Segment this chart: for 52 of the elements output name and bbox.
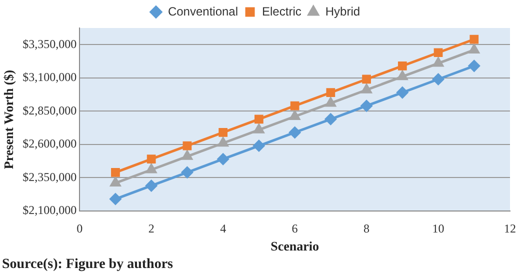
point xyxy=(324,113,336,125)
point xyxy=(468,60,480,72)
point xyxy=(290,110,300,120)
y-axis-title: Present Worth ($) xyxy=(1,70,16,170)
point xyxy=(398,62,407,70)
point xyxy=(470,34,479,44)
point xyxy=(181,166,193,178)
point xyxy=(182,141,192,150)
legend-label: Hybrid xyxy=(325,4,360,18)
point xyxy=(434,48,443,58)
x-tick-label: 6 xyxy=(292,221,298,236)
point xyxy=(218,128,228,137)
point xyxy=(361,84,372,94)
x-tick-label: 4 xyxy=(220,221,226,236)
y-tick-label: $3,100,000 xyxy=(22,70,77,84)
point xyxy=(146,180,158,192)
point xyxy=(362,74,371,84)
point xyxy=(468,44,480,54)
y-tick-label: $2,100,000 xyxy=(22,203,77,218)
point xyxy=(253,140,265,152)
x-tick-label: 12 xyxy=(504,221,516,236)
point xyxy=(290,101,300,110)
y-tick-label: $2,350,000 xyxy=(22,170,77,184)
point xyxy=(433,58,444,67)
legend-label: Conventional xyxy=(168,4,238,18)
point xyxy=(254,114,264,124)
x-tick-label: 0 xyxy=(76,221,83,236)
y-tick-label: $2,600,000 xyxy=(22,136,77,151)
point xyxy=(326,88,336,97)
point xyxy=(182,150,192,160)
point xyxy=(110,177,121,187)
legend-label: Electric xyxy=(262,4,302,18)
point xyxy=(326,97,336,107)
point xyxy=(397,70,408,80)
point xyxy=(217,153,229,165)
x-axis-title: Scenario xyxy=(270,238,319,254)
point xyxy=(289,126,301,138)
point xyxy=(111,168,120,177)
point xyxy=(146,154,156,164)
point xyxy=(254,124,264,134)
point xyxy=(360,100,372,112)
x-tick-label: 10 xyxy=(432,221,444,236)
y-tick-label: $3,350,000 xyxy=(22,36,77,51)
x-tick-label: 2 xyxy=(148,221,154,236)
point xyxy=(218,137,228,147)
x-tick-label: 8 xyxy=(364,221,370,236)
point xyxy=(432,73,444,85)
source-note: Source(s): Figure by authors xyxy=(1,256,174,274)
point xyxy=(110,193,122,205)
y-tick-label: $2,850,000 xyxy=(22,103,77,118)
point xyxy=(146,164,156,174)
point xyxy=(396,86,408,98)
